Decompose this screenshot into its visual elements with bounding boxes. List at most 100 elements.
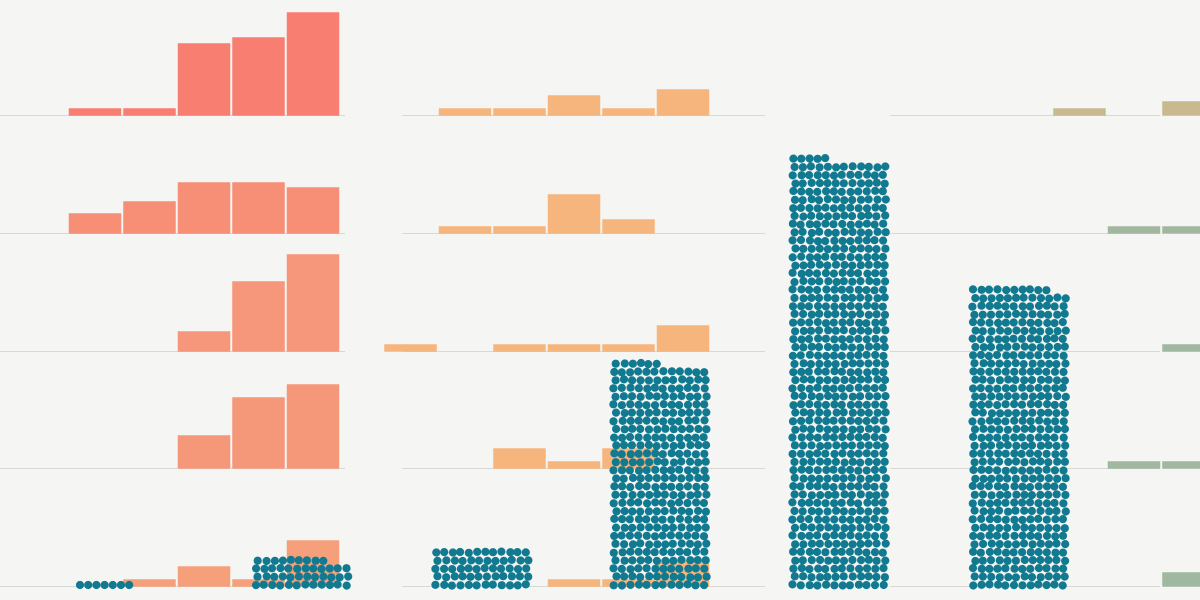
dot-dots-d-166: [685, 473, 694, 482]
dot-dots-d-320: [667, 367, 677, 376]
dot-dots-f-177: [1034, 466, 1043, 475]
dot-dots-f-328: [995, 359, 1004, 368]
dot-dots-f-343: [1017, 351, 1027, 360]
dot-dots-e-119: [872, 507, 882, 516]
dot-dots-f-49: [969, 547, 978, 556]
dot-dots-e-393: [854, 318, 864, 327]
dot-dots-d-57: [675, 547, 684, 556]
dot-dots-f-169: [969, 465, 978, 475]
dot-dots-f-241: [968, 417, 977, 426]
dot-dots-f-154: [1042, 482, 1052, 491]
dots-layer: [75, 154, 1070, 590]
dot-dots-f-29: [1001, 564, 1010, 573]
dot-dots-d-101: [642, 515, 651, 524]
dot-dots-d-270: [650, 401, 660, 410]
dot-dots-e-210: [832, 441, 841, 450]
dot-dots-d-265: [609, 400, 618, 409]
dot-dots-f-296: [1026, 384, 1035, 393]
dot-dots-d-215: [694, 441, 703, 450]
dot-dots-e-157: [790, 473, 799, 482]
dot-dots-e-457: [788, 268, 797, 277]
dot-dots-e-165: [856, 474, 865, 483]
dot-dots-e-355: [839, 342, 848, 351]
dot-dots-d-83: [691, 531, 700, 540]
dot-dots-f-27: [985, 564, 994, 574]
dot-dots-e-278: [798, 391, 807, 401]
dot-dots-e-9: [854, 580, 864, 589]
dot-dots-e-574: [864, 195, 873, 204]
dot-dots-f-263: [1052, 409, 1061, 418]
dot-dots-e-169: [789, 466, 798, 475]
dot-dots-f-223: [1017, 433, 1026, 442]
dot-dots-e-79: [838, 531, 847, 540]
bar-g3-r4-c5: [1162, 461, 1200, 469]
dot-dots-e-514: [862, 236, 871, 245]
dot-dots-f-405: [1036, 310, 1045, 319]
dot-dots-d-247: [659, 417, 668, 426]
dot-dots-f-379: [1020, 326, 1029, 336]
dot-dots-e-352: [814, 342, 824, 352]
dot-dots-d-121: [609, 499, 618, 508]
dot-dots-e-96: [881, 523, 890, 533]
dot-dots-e-618: [832, 163, 841, 172]
dot-dots-f-104: [1026, 515, 1035, 524]
dot-dots-d-45: [677, 555, 686, 565]
dot-dots-e-389: [821, 319, 831, 328]
dot-dots-e-453: [856, 277, 865, 286]
dot-dots-f-270: [1010, 400, 1019, 409]
dot-dots-e-609: [854, 170, 863, 180]
dot-dots-e-47: [872, 556, 881, 565]
dot-dots-e-176: [846, 465, 855, 474]
dot-dots-e-438: [830, 285, 839, 294]
dot-dots-e-603: [805, 171, 814, 180]
dot-dots-e-125: [821, 499, 830, 508]
dot-dots-d-208: [636, 441, 645, 450]
dot-dots-d-297: [675, 384, 684, 393]
dot-dots-f-164: [1028, 474, 1037, 483]
dot-dots-d-20: [669, 572, 678, 581]
dot-dots-d-71: [693, 540, 702, 549]
bar-g1-r4-c5: [232, 397, 285, 469]
dot-dots-e-300: [878, 383, 887, 392]
dot-dots-d-70: [685, 539, 695, 548]
dot-dots-e-546: [832, 212, 841, 221]
dot-dots-f-18: [1011, 573, 1021, 582]
dot-dots-d-266: [617, 401, 627, 410]
dot-dots-e-127: [837, 498, 846, 507]
dot-dots-f-118: [1045, 507, 1054, 516]
dot-dots-b-5: [284, 580, 293, 590]
dot-dots-d-95: [693, 523, 702, 533]
dot-dots-f-214: [1044, 441, 1053, 450]
dot-dots-c-43: [483, 556, 492, 566]
dot-dots-f-373: [971, 326, 980, 335]
dot-dots-e-376: [814, 326, 824, 335]
dot-dots-e-415: [838, 302, 847, 311]
dot-dots-e-228: [878, 433, 887, 442]
dot-dots-e-37: [791, 556, 800, 565]
dot-dots-f-115: [1020, 506, 1029, 515]
dot-dots-f-103: [1018, 515, 1027, 525]
dot-dots-c-26: [440, 564, 449, 574]
dot-dots-e-238: [864, 424, 874, 433]
dot-dots-f-219: [985, 433, 994, 442]
dot-dots-f-309: [1037, 375, 1046, 384]
dot-dots-d-184: [636, 458, 645, 467]
dot-dots-f-326: [979, 359, 988, 368]
dot-dots-d-182: [620, 458, 629, 467]
bar-g2-r2-c2: [438, 226, 492, 234]
dot-dots-e-214: [864, 441, 873, 450]
dot-dots-e-112: [814, 507, 824, 516]
dot-dots-e-291: [805, 384, 814, 393]
dot-dots-e-289: [788, 384, 797, 393]
dot-dots-e-323: [871, 367, 880, 376]
dot-dots-e-275: [871, 400, 880, 409]
dot-dots-e-285: [856, 392, 865, 401]
dot-dots-f-232: [995, 425, 1004, 434]
dot-dots-e-202: [862, 449, 871, 458]
dot-dots-d-298: [683, 383, 692, 392]
dot-dots-e-446: [799, 276, 808, 286]
dot-dots-f-413: [1001, 302, 1010, 311]
dot-dots-e-422: [799, 294, 808, 303]
dot-dots-c-20: [491, 572, 500, 581]
dot-dots-e-20: [848, 572, 857, 581]
